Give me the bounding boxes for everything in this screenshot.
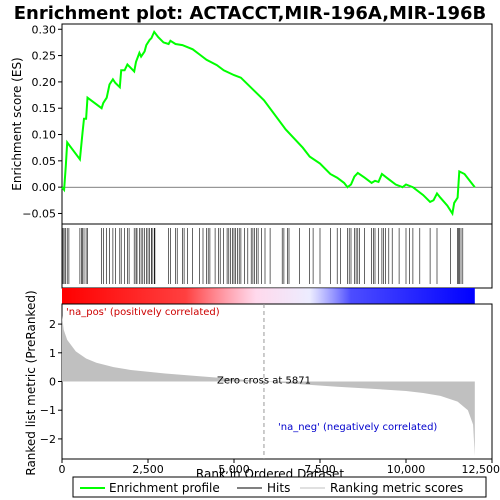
pos-correlated-label: 'na_pos' (positively correlated) <box>66 307 220 318</box>
x-tick-label: 2,500 <box>132 463 164 476</box>
rank-ytick-label: −2 <box>40 433 56 446</box>
es-ytick-label: 0.30 <box>32 23 57 36</box>
x-tick-label: 5,000 <box>218 463 250 476</box>
es-panel: −0.05 0.00 0.05 0.10 0.15 0.20 0.25 0.30 Enrich… <box>10 23 493 225</box>
legend: Enrichment profile Hits Ranking metric s… <box>72 476 487 498</box>
rank-color-band <box>62 288 475 304</box>
es-ytick-label: 0.20 <box>32 76 57 89</box>
es-ylabel: Enrichment score (ES) <box>10 57 24 190</box>
es-ytick-label: 0.00 <box>32 181 57 194</box>
legend-label-hits: Hits <box>267 481 290 495</box>
es-yticks: −0.05 0.00 0.05 0.10 0.15 0.20 0.25 0.30 <box>22 23 62 220</box>
es-ytick-label: 0.05 <box>32 155 57 168</box>
enrichment-profile-line <box>61 29 476 217</box>
rank-ytick-label: −1 <box>40 404 56 417</box>
legend-label-enrichment: Enrichment profile <box>109 481 220 495</box>
hit-lines <box>62 228 464 284</box>
band-rect <box>62 288 475 304</box>
ranking-metric-area <box>62 315 475 457</box>
hits-panel <box>61 223 493 289</box>
x-tick-label: 7,500 <box>304 463 336 476</box>
rank-metric-panel: Zero cross at 5871 'na_pos' (positively … <box>24 290 493 476</box>
rank-ytick-label: 0 <box>49 376 56 389</box>
chart-title: Enrichment plot: ACTACCT,MIR-196A,MIR-19… <box>14 3 487 24</box>
x-axis-ticks: 0 2,500 5,000 7,500 10,000 12,500 <box>59 459 500 476</box>
es-ytick-label: −0.05 <box>22 207 56 220</box>
es-ytick-label: 0.25 <box>32 50 57 63</box>
es-panel-frame <box>61 23 493 225</box>
rank-ytick-label: 2 <box>49 318 56 331</box>
rank-ytick-label: 1 <box>49 347 56 360</box>
legend-box <box>72 476 487 498</box>
x-tick-label: 0 <box>59 463 66 476</box>
rank-ylabel: Ranked list metric (PreRanked) <box>24 290 38 475</box>
rank-yticks: −2 −1 0 1 2 <box>40 318 62 446</box>
x-tick-label: 10,000 <box>387 463 426 476</box>
legend-label-metric: Ranking metric scores <box>330 481 463 495</box>
x-tick-label: 12,500 <box>462 463 500 476</box>
zero-cross-label: Zero cross at 5871 <box>217 376 311 387</box>
es-ytick-label: 0.10 <box>32 129 57 142</box>
hits-panel-frame <box>61 223 493 289</box>
neg-correlated-label: 'na_neg' (negatively correlated) <box>278 422 437 433</box>
es-ytick-label: 0.15 <box>32 102 57 115</box>
